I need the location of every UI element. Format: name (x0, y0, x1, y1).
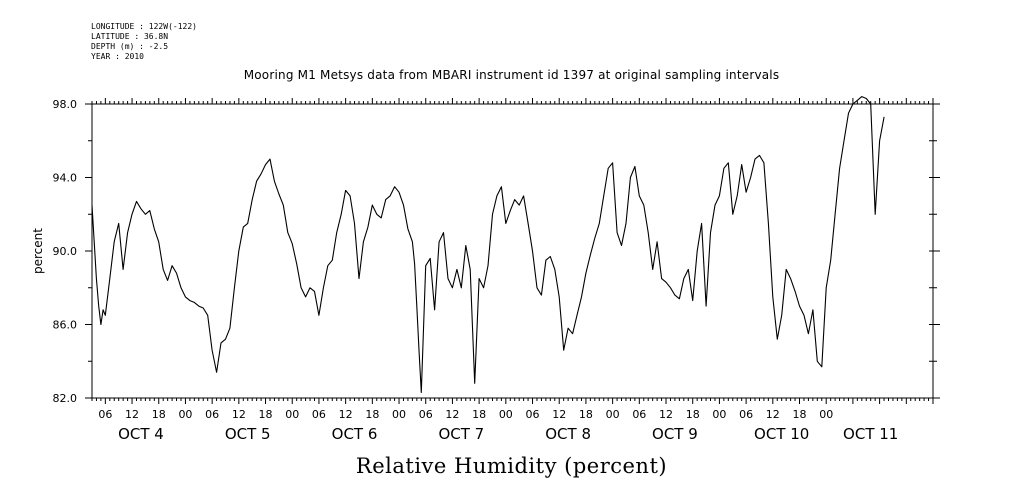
x-tick-label: 06 (205, 408, 219, 421)
x-tick-label: 12 (766, 408, 780, 421)
meta-year: YEAR : 2010 (91, 52, 144, 61)
x-tick-label: 12 (445, 408, 459, 421)
x-tick-label: 00 (178, 408, 192, 421)
x-tick-label: 18 (579, 408, 593, 421)
x-day-label: OCT 6 (332, 425, 378, 443)
x-tick-label: 12 (552, 408, 566, 421)
y-tick-label: 82.0 (53, 392, 78, 405)
metadata-block: LONGITUDE : 122W(-122) LATITUDE : 36.8N … (91, 22, 197, 62)
chart-title: Mooring M1 Metsys data from MBARI instru… (243, 68, 780, 82)
y-tick-label: 86.0 (53, 319, 78, 332)
x-tick-label: 18 (365, 408, 379, 421)
meta-longitude: LONGITUDE : 122W(-122) (91, 22, 197, 31)
x-day-label: OCT 11 (843, 425, 898, 443)
x-tick-label: 06 (526, 408, 540, 421)
x-tick-label: 00 (392, 408, 406, 421)
x-day-label: OCT 9 (652, 425, 698, 443)
x-tick-label: 00 (285, 408, 299, 421)
x-tick-label: 00 (499, 408, 513, 421)
x-day-label: OCT 10 (754, 425, 809, 443)
plot-frame (91, 103, 934, 399)
plot-axes (85, 98, 940, 404)
humidity-series-line (91, 96, 885, 394)
meta-depth: DEPTH (m) : -2.5 (91, 42, 169, 51)
x-tick-label: 00 (606, 408, 620, 421)
x-tick-label: 18 (686, 408, 700, 421)
x-day-label: OCT 5 (225, 425, 271, 443)
x-tick-label: 06 (312, 408, 326, 421)
x-tick-label: 18 (259, 408, 273, 421)
plot-marks (91, 96, 885, 394)
y-tick-label: 98.0 (53, 98, 78, 111)
x-tick-label: 06 (419, 408, 433, 421)
meta-latitude: LATITUDE : 36.8N (91, 32, 169, 41)
x-tick-label: 12 (232, 408, 246, 421)
y-tick-label: 90.0 (53, 245, 78, 258)
x-tick-label: 12 (125, 408, 139, 421)
x-axis-label: Relative Humidity (percent) (355, 454, 668, 478)
x-tick-label: 18 (472, 408, 486, 421)
x-tick-label: 00 (712, 408, 726, 421)
x-tick-label: 18 (793, 408, 807, 421)
x-tick-label: 00 (819, 408, 833, 421)
x-day-label: OCT 4 (118, 425, 164, 443)
x-tick-label: 06 (632, 408, 646, 421)
plot-labels: 06 12 18 00 06 12 18 00 06 12 18 00 06 12 18 00 06 12 18 00… (31, 98, 898, 443)
x-tick-label: 12 (339, 408, 353, 421)
x-tick-label: 12 (659, 408, 673, 421)
x-day-label: OCT 7 (438, 425, 484, 443)
x-day-label: OCT 8 (545, 425, 591, 443)
y-axis-label: percent (31, 228, 45, 274)
x-tick-label: 06 (98, 408, 112, 421)
y-tick-label: 94.0 (53, 172, 78, 185)
x-tick-label: 18 (152, 408, 166, 421)
x-tick-label: 06 (739, 408, 753, 421)
